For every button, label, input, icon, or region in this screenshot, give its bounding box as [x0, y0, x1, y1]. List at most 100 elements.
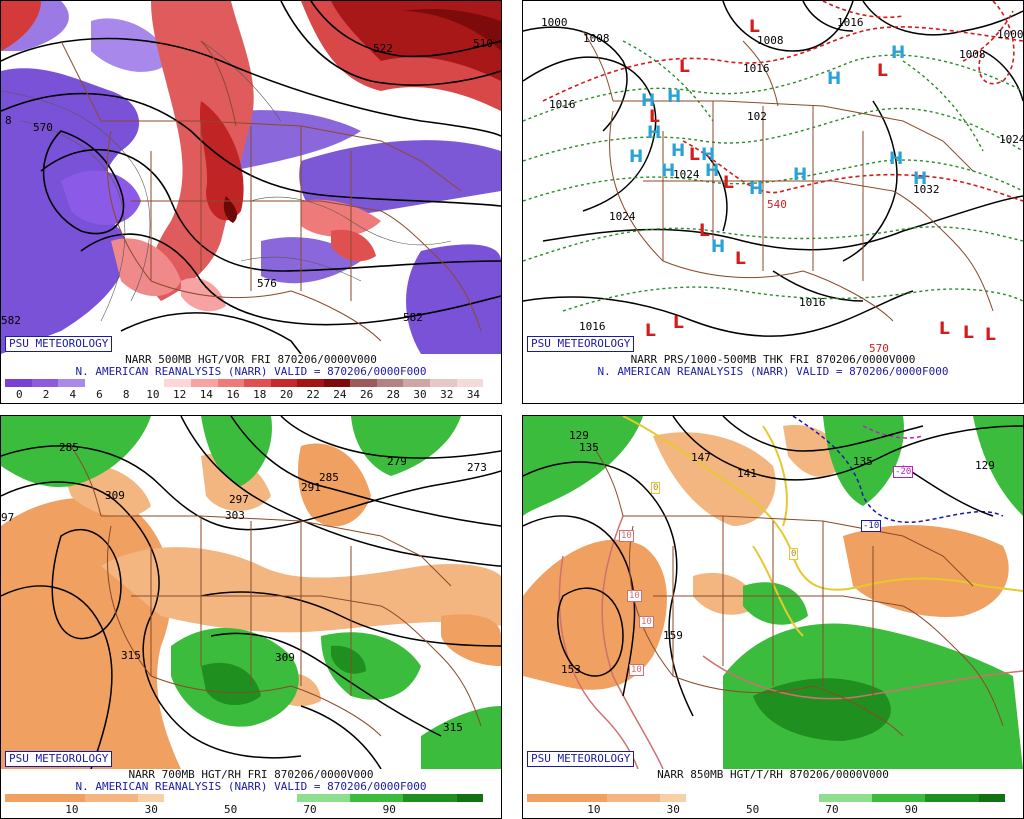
colorbar-swatch [350, 379, 377, 387]
colorbar-swatch [376, 379, 404, 387]
vorticity-colorbar-ticks: 0 2 4 6 8 10 12 14 16 18 20 22 24 26 28 30 32 34 [5, 389, 483, 401]
low-pressure-marker: L [985, 325, 996, 345]
map-850mb-temperature-humidity: 129 135 147 141 135 129 159 153 10 10 10… [523, 416, 1023, 769]
height-label: 303 [225, 509, 245, 522]
colorbar-swatch [403, 794, 430, 802]
height-label: 285 [319, 471, 339, 484]
isobar-label: 1032 [913, 183, 940, 196]
colorbar-swatch [323, 794, 351, 802]
colorbar-swatch [766, 794, 793, 802]
colorbar-tick-label: 24 [333, 388, 347, 401]
height-label: 135 [853, 455, 873, 468]
contour-label: 582 [403, 311, 423, 324]
colorbar-swatch [137, 379, 165, 387]
contour-label: 582 [1, 314, 21, 327]
colorbar-swatch [659, 794, 687, 802]
colorbar-swatch [872, 794, 899, 802]
colorbar-swatch [164, 794, 191, 802]
colorbar-tick-label: 32 [440, 388, 454, 401]
map-caption: NARR 700MB HGT/RH FRI 870206/0000V000 [128, 768, 374, 781]
temperature-label: 10 [629, 664, 644, 676]
height-label: 279 [387, 455, 407, 468]
colorbar-swatch [297, 794, 324, 802]
colorbar-swatch [792, 794, 820, 802]
low-pressure-marker: L [877, 61, 888, 81]
colorbar-tick-label: 4 [69, 388, 77, 401]
map-valid-caption: N. AMERICAN REANALYSIS (NARR) VALID = 87… [75, 365, 427, 378]
thickness-label: 540 [767, 198, 787, 211]
isobar-label: 1016 [799, 296, 826, 309]
isobar-label: 102 [747, 110, 767, 123]
colorbar-swatch [350, 794, 377, 802]
psu-meteorology-badge: PSU METEOROLOGY [527, 751, 635, 767]
height-label: 153 [561, 663, 581, 676]
high-pressure-marker: H [667, 87, 682, 107]
isobar-label: 1000 [997, 28, 1023, 41]
colorbar-swatch [5, 794, 32, 802]
colorbar-tick-label: 2 [42, 388, 50, 401]
colorbar-swatch [712, 794, 740, 802]
low-pressure-marker: L [939, 319, 950, 339]
colorbar-tick-label: 34 [466, 388, 481, 401]
isobar-label: 1016 [579, 320, 606, 333]
colorbar-swatch [978, 794, 1006, 802]
high-pressure-marker: H [913, 169, 928, 189]
thickness-label: 570 [869, 342, 889, 354]
high-pressure-marker: H [891, 43, 906, 63]
colorbar-swatch [456, 794, 484, 802]
height-label: 129 [975, 459, 995, 472]
colorbar-swatch [553, 794, 581, 802]
temperature-label: 0 [789, 548, 799, 560]
psu-meteorology-badge: PSU METEOROLOGY [527, 336, 635, 352]
colorbar-swatch [633, 794, 660, 802]
colorbar-tick-label: 20 [279, 388, 294, 401]
temperature-label: -20 [893, 466, 914, 478]
contour-label: 8 [5, 114, 12, 127]
colorbar-tick-label: 14 [199, 388, 213, 401]
colorbar-swatch [376, 794, 404, 802]
colorbar-swatch [244, 794, 271, 802]
temperature-label: 10 [619, 530, 634, 542]
colorbar-swatch [430, 794, 457, 802]
contour-label: 510 [473, 37, 493, 50]
colorbar-tick-label: 16 [226, 388, 240, 401]
temperature-label: 10 [639, 616, 654, 628]
colorbar-swatch [323, 379, 351, 387]
isobar-label: 1016 [837, 16, 864, 29]
panel-500mb-vorticity: 570 522 510 576 582 582 8 PSU METEOROLOG… [0, 0, 502, 404]
vorticity-map-graphic [1, 1, 501, 354]
colorbar-swatch [164, 379, 191, 387]
colorbar-swatch [58, 379, 85, 387]
humidity-colorbar-ticks: 10 30 50 70 90 [5, 804, 483, 816]
isobar-label: 1000 [541, 16, 568, 29]
high-pressure-marker: H [827, 69, 842, 89]
high-pressure-marker: H [705, 161, 720, 181]
colorbar-tick-label: 28 [386, 388, 400, 401]
colorbar-swatch [527, 794, 554, 802]
colorbar-swatch [845, 794, 873, 802]
height-label: 309 [105, 489, 125, 502]
isobar-label: 1024 [999, 133, 1023, 146]
high-pressure-marker: H [661, 161, 676, 181]
humidity-colorbar [5, 794, 484, 802]
colorbar-swatch [456, 379, 484, 387]
height-label: 273 [467, 461, 487, 474]
colorbar-swatch [297, 379, 324, 387]
high-pressure-marker: H [749, 179, 764, 199]
vorticity-colorbar [5, 379, 484, 387]
map-caption: NARR PRS/1000-500MB THK FRI 870206/0000V… [630, 353, 916, 366]
colorbar-swatch [190, 794, 218, 802]
colorbar-swatch [84, 794, 112, 802]
colorbar-tick-label: 10 [587, 803, 601, 816]
colorbar-tick-label: 18 [253, 388, 267, 401]
height-label: 315 [121, 649, 141, 662]
high-pressure-marker: H [641, 91, 656, 111]
temperature-label: 10 [627, 590, 642, 602]
humidity-700-map-graphic [1, 416, 501, 769]
colorbar-tick-label: 6 [96, 388, 103, 401]
colorbar-swatch [244, 379, 271, 387]
colorbar-tick-label: 22 [306, 388, 320, 401]
colorbar-swatch [925, 794, 952, 802]
colorbar-swatch [819, 794, 846, 802]
high-pressure-marker: H [647, 123, 662, 143]
